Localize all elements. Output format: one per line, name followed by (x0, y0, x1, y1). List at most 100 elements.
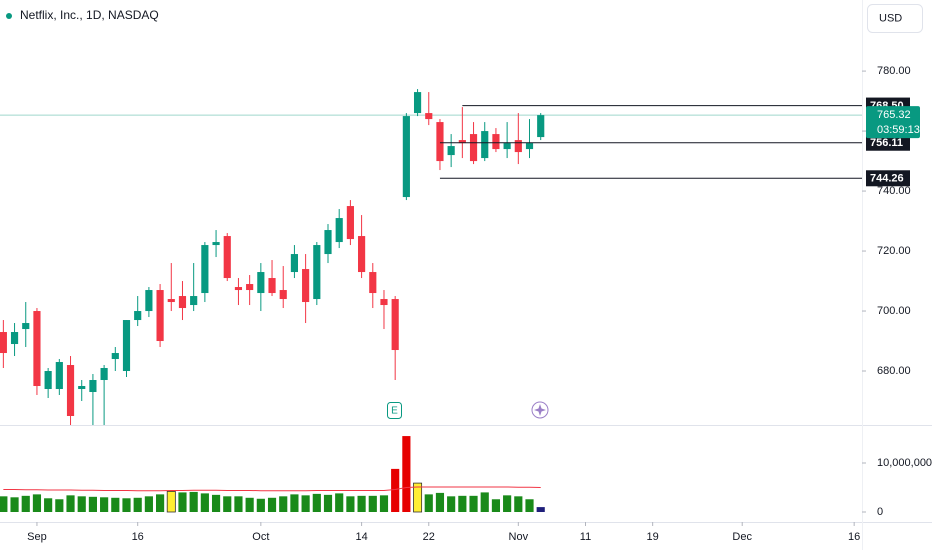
volume-bar (267, 497, 277, 512)
candle-body (469, 134, 478, 162)
x-tick-label: Dec (732, 531, 752, 543)
volume-bar (66, 495, 75, 512)
candle-body (481, 131, 489, 159)
volume-bar (469, 495, 478, 512)
x-tick-label: 16 (132, 531, 144, 543)
x-tick-label: 16 (848, 531, 860, 543)
volume-bar (301, 495, 310, 512)
x-tick-label: Oct (252, 531, 269, 543)
chart-title: Netflix, Inc., 1D, NASDAQ (20, 8, 159, 22)
level-label: 756.11 (870, 137, 903, 149)
y-tick-label: 720.00 (877, 245, 911, 257)
x-tick-label: 19 (647, 531, 659, 543)
candle-body (212, 242, 220, 246)
candle-body (425, 113, 433, 120)
volume-tick-label: 0 (877, 506, 883, 518)
volume-bar (122, 498, 131, 512)
candle-body (268, 278, 276, 294)
candle-body (145, 290, 153, 312)
candle-body (234, 287, 243, 291)
candle-body (369, 272, 377, 294)
candle-body (156, 290, 164, 342)
candle-body (55, 362, 63, 390)
volume-bar (402, 436, 411, 512)
level-label-box (866, 170, 910, 187)
volume-bar (413, 482, 423, 513)
volume-bar (0, 496, 8, 512)
candle-body (89, 380, 97, 393)
y-tick-label: 700.00 (877, 305, 911, 317)
volume-bar (200, 493, 209, 512)
volume-bar (335, 493, 344, 512)
candle-body (122, 320, 131, 372)
volume-bar (144, 496, 153, 512)
candle-body (178, 296, 187, 309)
volume-bar (133, 497, 142, 512)
volume-bar (536, 507, 545, 512)
candle-body (246, 284, 254, 291)
candle-body (22, 323, 30, 330)
countdown-label: 03:59:13 (877, 124, 920, 136)
y-tick-label: 680.00 (877, 365, 911, 377)
current-price-label: 765.32 (877, 109, 911, 121)
candle-body (223, 236, 231, 279)
currency-label[interactable]: USD (879, 12, 902, 24)
candle-body (413, 92, 422, 114)
x-tick-label: Nov (509, 531, 529, 543)
x-tick-label: 14 (355, 531, 367, 543)
candle-body (279, 290, 287, 300)
earnings-icon[interactable] (387, 402, 402, 419)
volume-bar (279, 496, 288, 512)
candle-body (436, 122, 444, 162)
volume-bar (391, 468, 400, 512)
candle-body (358, 236, 366, 273)
candle-body (537, 115, 545, 138)
volume-bar (447, 496, 456, 512)
currency-button[interactable] (867, 4, 923, 33)
volume-bar (290, 494, 299, 512)
volume-bar (458, 495, 467, 512)
candle-body (134, 311, 142, 321)
volume-bar (491, 499, 501, 512)
candle-body (111, 353, 119, 360)
volume-bar (10, 497, 19, 512)
volume-bar (245, 497, 254, 512)
volume-bar (480, 492, 489, 512)
earnings-label[interactable]: E (391, 406, 398, 417)
volume-bar (256, 498, 265, 512)
volume-bar (77, 496, 86, 512)
volume-bar (21, 495, 30, 512)
volume-bar (312, 493, 321, 512)
volume-bar (223, 496, 232, 512)
x-tick-label: 11 (580, 531, 591, 543)
candle-body (10, 332, 19, 345)
volume-bar (44, 498, 53, 512)
candle-body (458, 140, 466, 144)
volume-bar (424, 494, 433, 512)
candle-body (290, 254, 299, 273)
candle-body (346, 206, 354, 240)
status-dot (6, 13, 12, 19)
candle-body (335, 218, 343, 243)
candle-body (201, 245, 209, 294)
volume-ma-line (3, 486, 541, 492)
candle-body (0, 332, 7, 354)
volume-bar (100, 497, 109, 512)
candle-body (503, 143, 511, 150)
volume-bar (234, 496, 243, 512)
volume-bar (503, 495, 512, 512)
volume-bar (88, 496, 97, 512)
volume-bar (357, 495, 366, 512)
candle-body (525, 143, 534, 150)
candle-body (190, 296, 198, 306)
volume-bar (189, 491, 198, 512)
level-label: 744.26 (870, 173, 904, 185)
y-tick-label: 780.00 (877, 65, 911, 77)
volume-bar (156, 494, 165, 512)
candle-body (78, 386, 86, 390)
candle-body (514, 140, 522, 153)
event-icon-star (534, 404, 546, 416)
candle-body (302, 269, 310, 303)
volume-tick-label: 10,000,000 (877, 457, 932, 469)
